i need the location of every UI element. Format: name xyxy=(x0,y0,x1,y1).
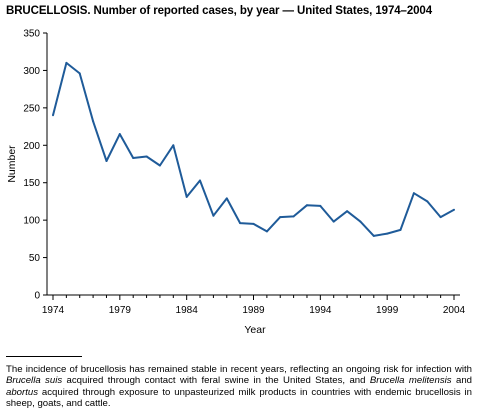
footnote-italic-text: Brucella suis xyxy=(6,375,63,387)
footnote-italic-text: abortus xyxy=(6,386,38,398)
x-tick-label: 1974 xyxy=(42,305,65,316)
data-point xyxy=(78,72,81,75)
data-point xyxy=(185,195,188,198)
data-point xyxy=(399,228,402,231)
data-point xyxy=(52,114,54,117)
data-point xyxy=(199,179,201,182)
series-line xyxy=(52,61,455,237)
series-layer xyxy=(52,61,455,237)
data-point xyxy=(158,164,161,167)
data-point xyxy=(252,222,255,225)
x-tick-label: 1994 xyxy=(309,305,332,316)
data-point xyxy=(346,210,349,213)
footnote-divider xyxy=(6,356,82,357)
data-point xyxy=(292,215,295,218)
data-point xyxy=(118,133,121,136)
data-point xyxy=(265,230,268,233)
x-tick-label: 1984 xyxy=(176,305,199,316)
y-tick-label: 350 xyxy=(23,29,40,40)
y-tick-label: 150 xyxy=(23,178,40,189)
data-point xyxy=(412,192,415,195)
y-axis-ticks: 0 50 100 150 200 250 300 350 xyxy=(23,29,47,302)
footnote-text: acquired through contact with feral swin… xyxy=(62,375,370,387)
footnote-text: and xyxy=(451,375,472,387)
y-tick-label: 100 xyxy=(23,216,40,227)
data-point xyxy=(332,220,335,223)
y-axis-label: Number xyxy=(6,145,18,183)
data-point xyxy=(279,216,282,219)
chart-axes xyxy=(46,33,460,296)
data-point xyxy=(225,197,228,200)
chart-title: BRUCELLOSIS. Number of reported cases, b… xyxy=(6,5,433,17)
footnote: The incidence of brucellosis has remaine… xyxy=(6,364,472,410)
x-tick-label: 1999 xyxy=(376,305,399,316)
y-tick-label: 50 xyxy=(29,253,41,264)
x-tick-label: 1989 xyxy=(242,305,265,316)
x-axis-ticks: 1974 1979 1984 1989 1994 1999 2004 xyxy=(42,295,466,316)
footnote-text: The incidence of brucellosis has remaine… xyxy=(6,364,472,375)
data-point xyxy=(105,160,108,162)
data-point xyxy=(319,204,322,207)
y-tick-label: 200 xyxy=(23,141,40,152)
data-point xyxy=(92,120,95,123)
data-point xyxy=(239,222,242,225)
data-point xyxy=(359,220,362,223)
data-point xyxy=(372,234,375,237)
data-point xyxy=(212,214,215,217)
y-tick-label: 300 xyxy=(23,66,40,77)
footnote-italic-text: Brucella melitensis xyxy=(369,375,452,387)
x-tick-label: 1979 xyxy=(109,305,132,316)
data-point xyxy=(386,232,389,235)
x-tick-label: 2004 xyxy=(443,305,466,316)
data-point xyxy=(453,208,455,211)
data-point xyxy=(145,155,148,158)
data-point xyxy=(132,157,135,159)
data-point xyxy=(172,144,175,147)
footnote-text: acquired through exposure to unpasteuriz… xyxy=(6,386,472,410)
data-point xyxy=(439,216,442,219)
y-tick-label: 250 xyxy=(23,103,40,114)
x-axis-label: Year xyxy=(244,324,266,336)
data-point xyxy=(426,200,429,203)
data-point xyxy=(65,61,68,64)
y-tick-label: 0 xyxy=(34,291,40,302)
data-point xyxy=(306,204,308,207)
